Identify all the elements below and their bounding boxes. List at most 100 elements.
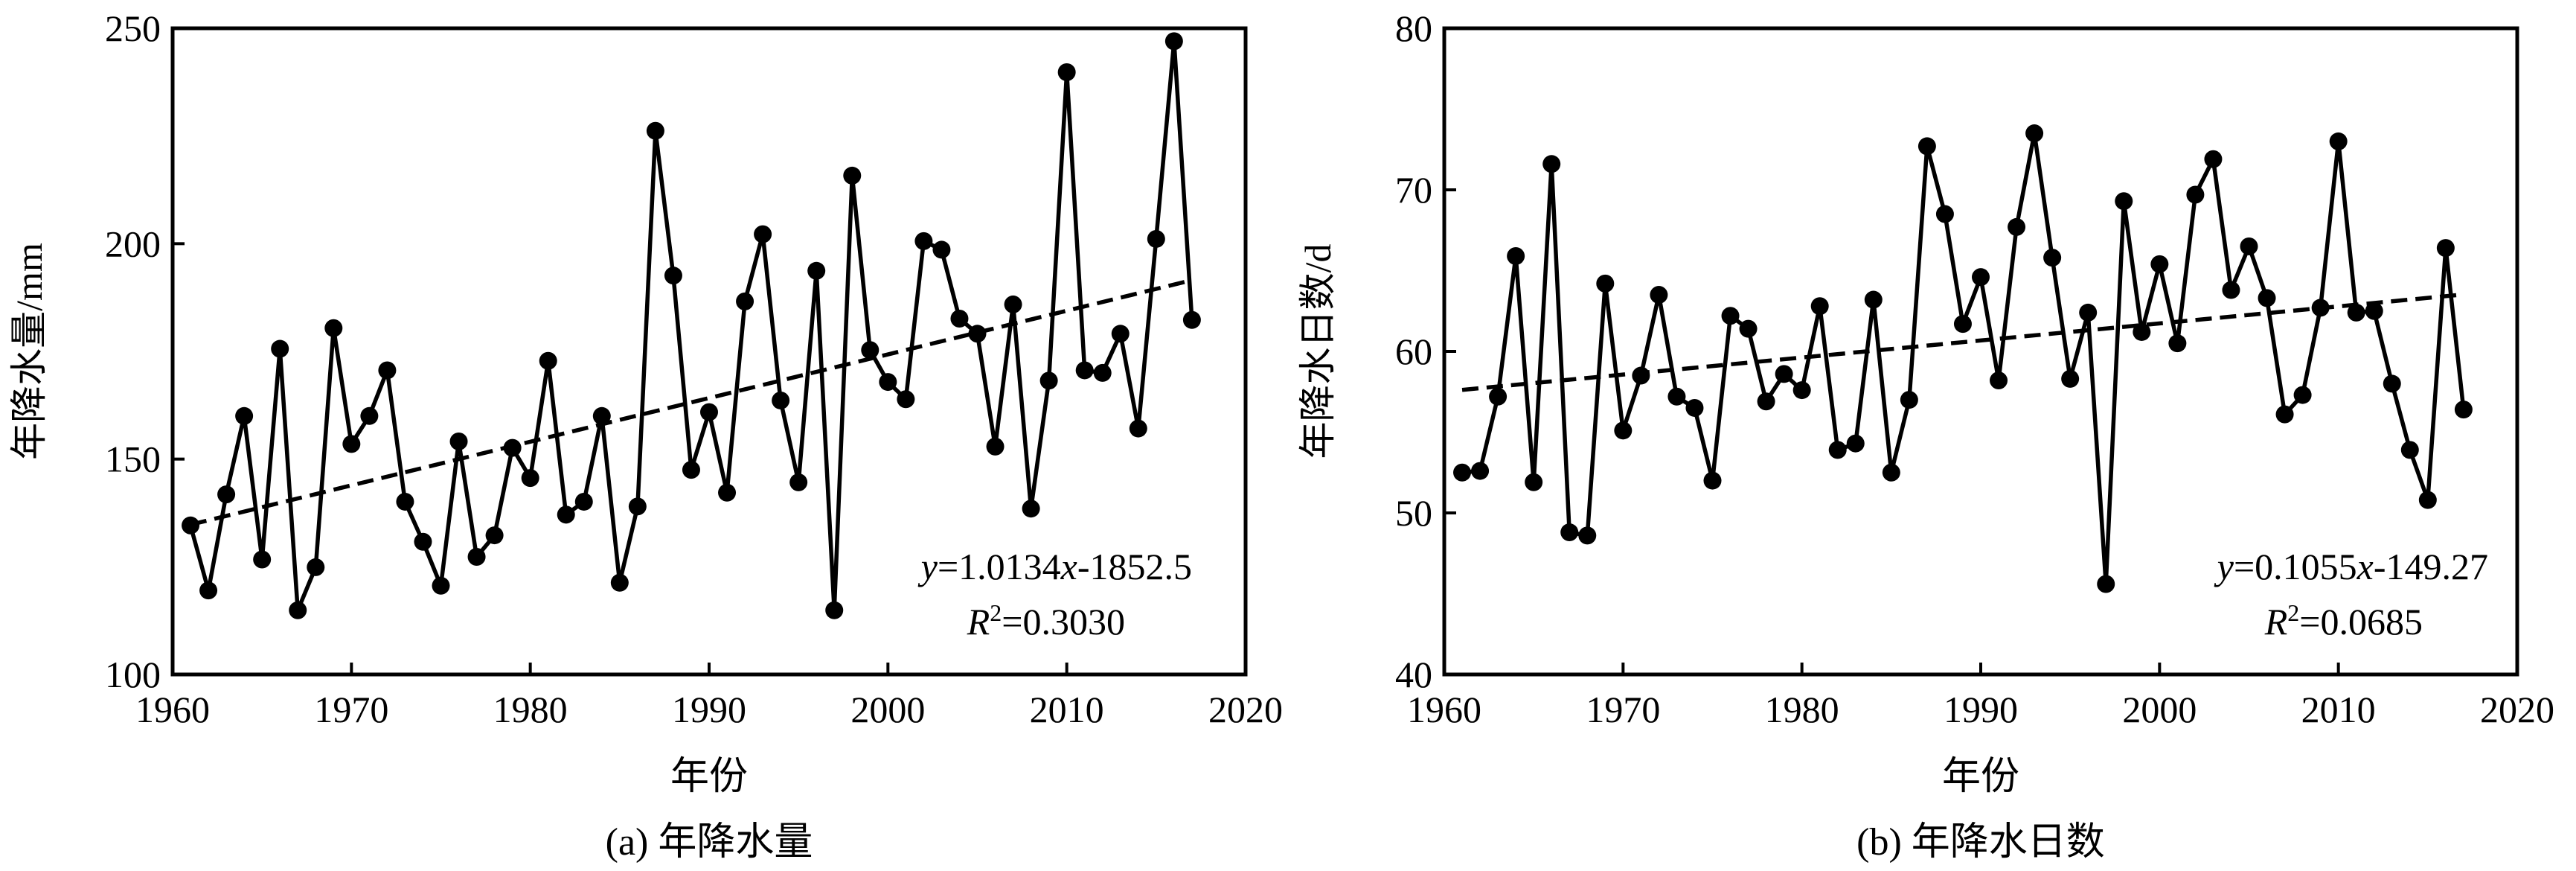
- data-point: [682, 461, 700, 479]
- x-tick-label: 2010: [2301, 689, 2376, 730]
- data-point: [2454, 401, 2473, 419]
- y-tick-label: 250: [105, 7, 161, 49]
- ylabel-b: 年降水日数/d: [1297, 244, 1339, 459]
- data-point: [1057, 63, 1076, 82]
- x-axis-ticks-a: 1960 1970 1980 1990 2000 2010 2020: [135, 663, 1283, 730]
- x-tick-label: 1980: [1765, 689, 1839, 730]
- series-line-b: [1461, 133, 2466, 584]
- data-point: [718, 483, 737, 502]
- data-point: [2025, 124, 2044, 143]
- data-point: [2043, 249, 2062, 267]
- data-point: [664, 267, 682, 285]
- data-point: [378, 361, 397, 380]
- data-point: [789, 473, 808, 491]
- data-point: [271, 339, 289, 358]
- x-tick-label: 1990: [1944, 689, 2018, 730]
- equation-b: y=0.1055x-149.27: [2214, 546, 2488, 587]
- data-point: [449, 432, 468, 450]
- x-tick-label: 2010: [1030, 689, 1104, 730]
- r-squared-a: R2=0.3030: [967, 599, 1125, 642]
- data-point: [360, 406, 379, 425]
- data-point: [503, 438, 522, 457]
- data-point: [807, 261, 826, 280]
- data-point: [1703, 471, 1722, 490]
- data-point: [1632, 366, 1650, 385]
- y-tick-label: 150: [105, 438, 161, 480]
- y-tick-label: 80: [1395, 7, 1432, 49]
- data-point: [396, 492, 414, 511]
- data-point: [235, 406, 254, 425]
- data-point: [2079, 303, 2098, 322]
- x-tick-label: 1960: [1407, 689, 1481, 730]
- x-tick-label: 2020: [1208, 689, 1283, 730]
- data-point: [1075, 361, 1094, 380]
- data-point: [1093, 363, 1112, 382]
- data-point: [2383, 374, 2401, 393]
- data-point: [2008, 217, 2026, 236]
- data-point: [2204, 150, 2223, 168]
- data-point: [879, 373, 897, 392]
- data-point: [1022, 500, 1040, 518]
- x-tick-label: 1980: [493, 689, 568, 730]
- data-point: [897, 390, 915, 409]
- data-point: [628, 497, 647, 516]
- data-point: [432, 576, 450, 595]
- data-point: [736, 292, 754, 310]
- data-point: [825, 601, 844, 619]
- data-point: [1721, 307, 1740, 325]
- data-point: [1164, 32, 1183, 51]
- x-tick-label: 1970: [1586, 689, 1660, 730]
- data-point: [1739, 319, 1758, 338]
- data-point: [1507, 246, 1525, 265]
- data-point: [968, 325, 987, 343]
- data-point: [1039, 371, 1058, 390]
- data-point: [610, 573, 629, 592]
- data-point: [646, 121, 664, 140]
- data-point: [485, 526, 504, 545]
- data-point: [539, 351, 557, 370]
- data-point: [182, 516, 200, 535]
- data-point: [1685, 398, 1704, 417]
- data-point: [1864, 290, 1883, 309]
- data-point: [2293, 386, 2312, 404]
- data-point: [2258, 289, 2276, 307]
- data-point: [1614, 421, 1633, 440]
- data-point: [2168, 334, 2187, 353]
- data-point: [1650, 286, 1668, 304]
- trendline-a: [190, 278, 1193, 527]
- y-tick-label: 200: [105, 223, 161, 264]
- data-point: [1111, 325, 1130, 343]
- data-point: [2133, 322, 2151, 341]
- data-point: [467, 548, 486, 567]
- data-point: [700, 403, 718, 421]
- y-tick-label: 60: [1395, 331, 1432, 372]
- y-axis-ticks-a: 100 150 200 250: [105, 7, 185, 695]
- y-axis-ticks-b: 40 50 60 70 80: [1395, 7, 1456, 695]
- x-axis-ticks-b: 1960 1970 1980 1990 2000 2010 2020: [1407, 663, 2554, 730]
- data-point: [950, 310, 969, 328]
- data-point: [2222, 281, 2240, 299]
- data-point: [861, 341, 880, 360]
- data-point: [2275, 405, 2294, 424]
- data-point: [1129, 419, 1147, 438]
- data-point: [754, 225, 772, 243]
- data-point: [1935, 205, 1954, 223]
- data-point: [2311, 299, 2330, 317]
- data-point: [2347, 303, 2365, 322]
- data-point: [199, 581, 218, 600]
- data-point: [324, 319, 343, 337]
- data-point: [843, 166, 862, 185]
- data-point: [2186, 185, 2205, 204]
- x-tick-label: 2000: [850, 689, 925, 730]
- data-point: [1953, 315, 1972, 334]
- data-point: [1542, 155, 1561, 173]
- ylabel-a: 年降水量/mm: [8, 243, 50, 460]
- data-point: [1972, 268, 1990, 287]
- x-tick-label: 1990: [672, 689, 746, 730]
- data-point: [1846, 434, 1865, 453]
- data-point: [914, 232, 933, 250]
- data-point: [1990, 371, 2008, 390]
- data-point: [2436, 239, 2455, 258]
- data-point: [342, 435, 361, 453]
